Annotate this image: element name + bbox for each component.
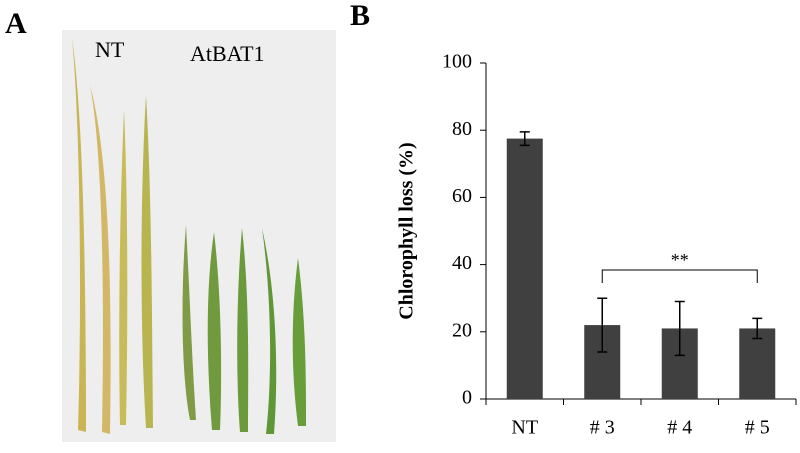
error-bar (674, 300, 685, 357)
photo-caption: AtBAT1 (190, 41, 265, 66)
significance-bracket (601, 269, 758, 283)
leaf (141, 95, 153, 428)
leaf (72, 38, 86, 432)
x-tick-label: NT (511, 417, 538, 439)
leaf (207, 232, 222, 430)
bar (506, 138, 543, 399)
y-tick-label: 0 (462, 387, 472, 409)
error-bar (752, 317, 763, 340)
y-tick-label: 100 (442, 51, 472, 73)
y-tick-label: 20 (452, 319, 472, 341)
x-tick-label: # 5 (745, 417, 770, 439)
photo: A NT AtBAT1 (5, 7, 336, 442)
photo-caption: NT (95, 37, 125, 62)
y-tick-label: 60 (452, 185, 472, 207)
x-tick-label: # 4 (667, 417, 692, 439)
panel-label: B (350, 0, 370, 32)
x-tick-label: # 3 (590, 417, 615, 439)
atbat1-leaves (182, 225, 306, 434)
leaf (90, 85, 111, 434)
leaf (119, 110, 128, 425)
error-bar (519, 131, 530, 147)
leaf (182, 225, 196, 420)
y-tick-label: 40 (452, 252, 472, 274)
nt-leaves (72, 38, 153, 434)
panel-label: A (5, 7, 27, 40)
leaf (292, 258, 306, 426)
y-tick-label: 80 (452, 118, 472, 140)
leaf (262, 228, 277, 434)
bar (739, 328, 776, 399)
error-bar (597, 297, 608, 353)
y-axis-label: Chlorophyll loss (%) (396, 142, 418, 319)
significance-label: ** (671, 250, 689, 270)
leaf (237, 228, 249, 432)
